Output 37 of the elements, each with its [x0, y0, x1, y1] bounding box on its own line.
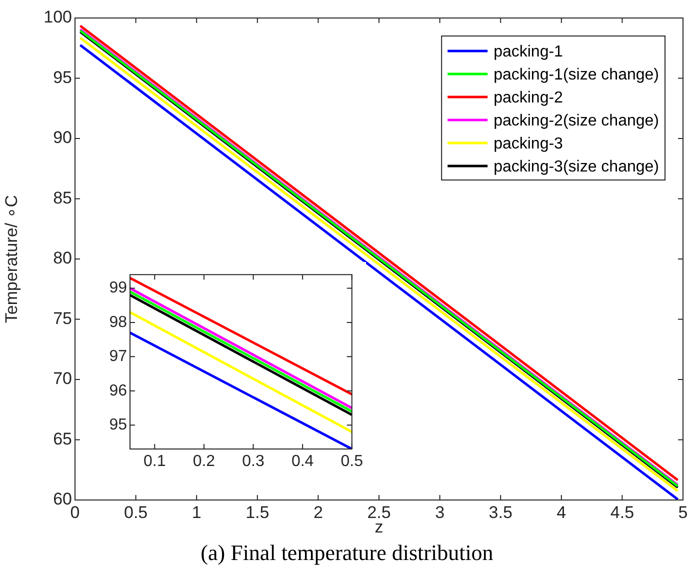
text: (a) Final temperature distribution [200, 540, 494, 565]
x-tick-label: 1.5 [246, 502, 270, 522]
y-tick-label: 97 [109, 348, 128, 366]
legend-label: packing-1(size change) [494, 66, 659, 84]
y-tick-label: 85 [53, 188, 72, 208]
y-tick-label: 75 [53, 308, 72, 328]
legend-label: packing-3 [494, 135, 564, 152]
x-tick-label: 1 [192, 502, 202, 522]
y-tick-label: 99 [109, 280, 128, 297]
y-axis-title: Temperature/ ∘C [2, 194, 21, 324]
x-tick-label: 0 [70, 502, 80, 522]
x-tick-label: 0.4 [291, 453, 314, 470]
x-tick-label: 0.3 [242, 453, 264, 470]
y-tick-label: 80 [53, 248, 72, 268]
x-tick-label: 4.5 [610, 502, 634, 522]
legend-label: packing-2 [494, 89, 564, 106]
x-tick-label: 3 [435, 502, 445, 522]
x-tick-label: 4 [556, 502, 566, 522]
y-tick-label: 100 [44, 8, 72, 27]
y-tick-label: 96 [109, 382, 128, 400]
y-tick-label: 90 [53, 128, 72, 148]
x-tick-label: 0.5 [340, 453, 364, 470]
x-tick-label: 0.5 [124, 502, 148, 522]
x-tick-label: 2 [313, 502, 323, 522]
legend-label: packing-1 [494, 43, 564, 60]
legend-label: packing-2(size change) [494, 112, 659, 130]
y-tick-label: 95 [53, 68, 72, 87]
y-tick-label: 95 [109, 416, 128, 434]
y-tick-label: 70 [53, 369, 72, 388]
x-tick-label: 5 [678, 502, 688, 522]
x-tick-label: 0.2 [192, 453, 216, 470]
legend-label: packing-3(size change) [494, 158, 659, 176]
x-tick-label: 3.5 [488, 502, 512, 522]
y-tick-label: 98 [109, 314, 128, 331]
y-tick-label: 65 [53, 429, 72, 448]
x-tick-label: 0.1 [144, 453, 166, 470]
y-tick-label: 60 [53, 490, 72, 509]
